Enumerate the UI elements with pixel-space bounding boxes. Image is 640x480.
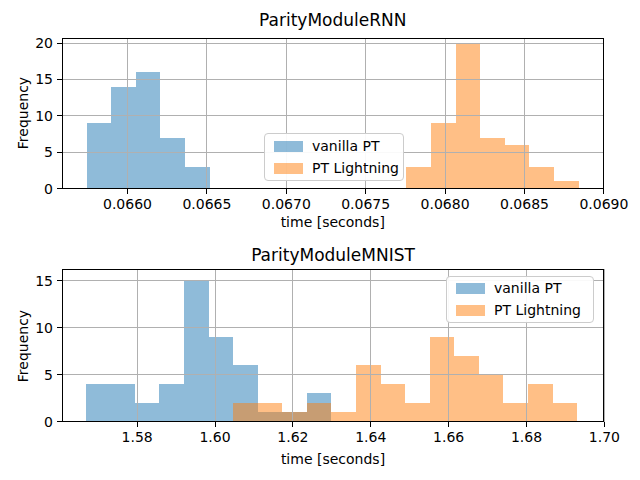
y-tick-label: 5 [19, 368, 53, 382]
x-tick-label: 1.66 [433, 430, 464, 444]
legend-swatch-vanilla-pt [456, 283, 485, 294]
x-tick-mark [604, 422, 605, 427]
legend-swatch-pt-lightning [456, 305, 485, 316]
y-tick-label: 0 [19, 415, 53, 429]
legend-item-vanilla-pt: vanilla PT [274, 139, 394, 154]
legend-label-vanilla-pt: vanilla PT [312, 139, 379, 154]
legend-swatch-pt-lightning [274, 163, 303, 174]
legend-swatch-vanilla-pt [274, 141, 303, 152]
x-tick-label: 1.64 [355, 430, 386, 444]
legend-item-vanilla-pt: vanilla PT [456, 281, 584, 296]
x-tick-mark [137, 422, 138, 427]
x-tick-label: 1.58 [122, 430, 153, 444]
legend: vanilla PT PT Lightning [446, 276, 594, 323]
y-tick-mark [57, 327, 62, 328]
x-axis-label: time [seconds] [281, 452, 385, 467]
legend: vanilla PT PT Lightning [264, 133, 404, 181]
figure-canvas: ParityModuleRNN time [seconds] Frequency… [0, 0, 640, 480]
y-tick-mark [57, 374, 62, 375]
legend-label-pt-lightning: PT Lightning [494, 303, 581, 318]
legend-item-pt-lightning: PT Lightning [456, 303, 584, 318]
legend-item-pt-lightning: PT Lightning [274, 161, 394, 176]
x-tick-mark [448, 422, 449, 427]
legend-label-pt-lightning: PT Lightning [312, 161, 399, 176]
y-tick-label: 15 [19, 274, 53, 288]
y-tick-mark [57, 280, 62, 281]
x-tick-mark [292, 422, 293, 427]
chart-title: ParityModuleMNIST [251, 246, 415, 264]
x-tick-label: 1.68 [511, 430, 542, 444]
x-tick-label: 1.70 [589, 430, 620, 444]
legend-label-vanilla-pt: vanilla PT [494, 281, 561, 296]
subplot-parity-module-mnist: ParityModuleMNIST time [seconds] Frequen… [0, 0, 640, 480]
x-tick-mark [370, 422, 371, 427]
x-tick-mark [215, 422, 216, 427]
x-tick-mark [526, 422, 527, 427]
y-tick-mark [57, 421, 62, 422]
x-tick-label: 1.62 [277, 430, 308, 444]
x-tick-label: 1.60 [199, 430, 230, 444]
y-tick-label: 10 [19, 321, 53, 335]
gridline-vertical [604, 269, 605, 421]
